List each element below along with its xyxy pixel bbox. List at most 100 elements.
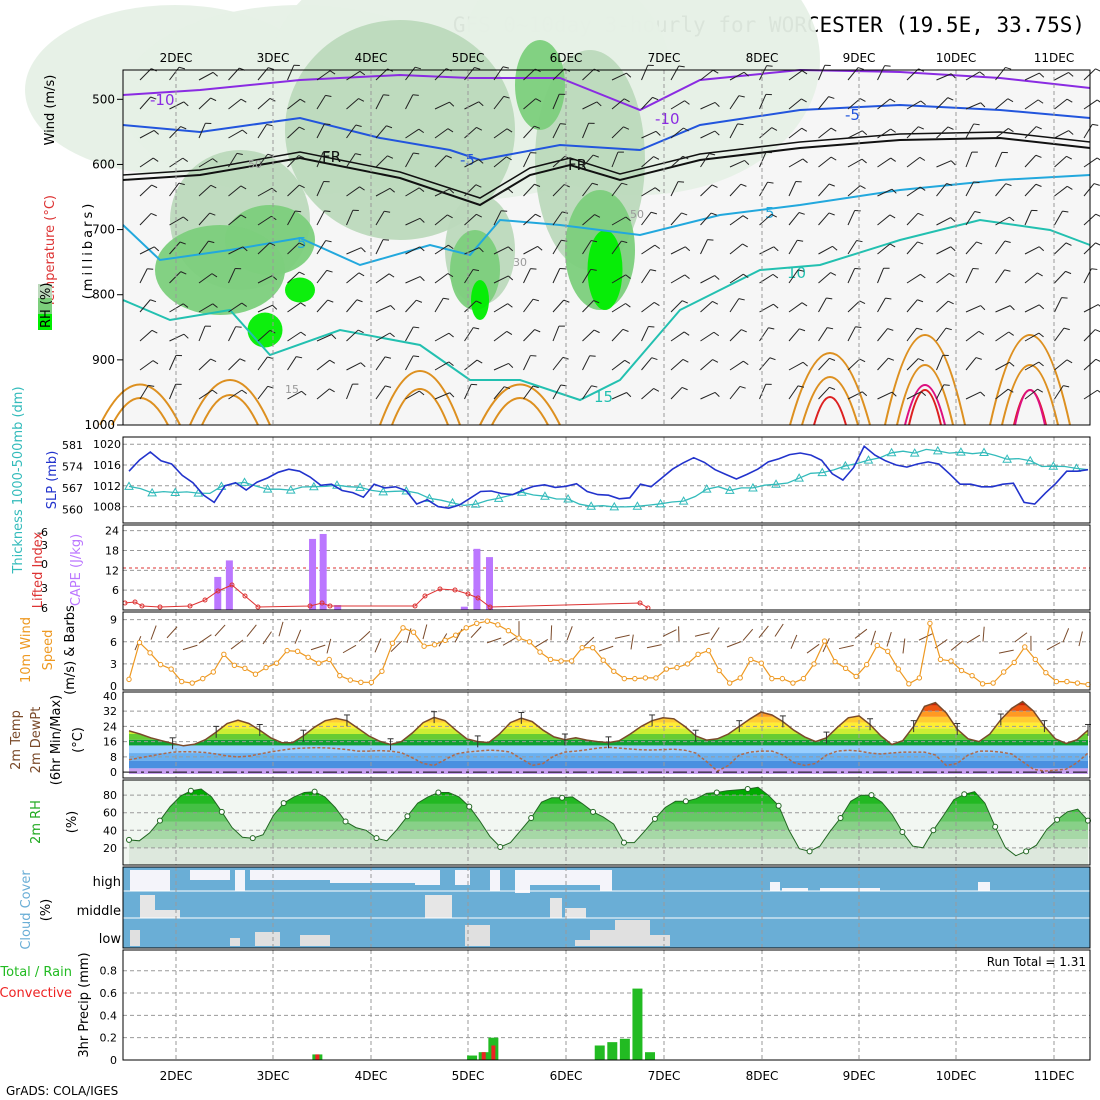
wind-barb-flag — [859, 358, 866, 363]
wind-speed-point — [663, 666, 670, 672]
wind-barb — [847, 326, 856, 342]
surface-wind-barb — [150, 625, 157, 640]
wind-barb-flag — [1093, 183, 1100, 186]
cape-bar-7 — [485, 557, 493, 610]
wind-barb — [995, 361, 1010, 371]
wind-speed-point — [969, 672, 975, 679]
surface-wind-barb — [230, 639, 244, 650]
wind-barb — [552, 123, 561, 139]
wind-barb-flag — [946, 183, 953, 186]
wind-barb — [965, 330, 980, 342]
wind-barb — [611, 392, 627, 400]
rh2m-point — [961, 791, 968, 798]
wind-barb-flag — [385, 385, 392, 388]
temp-ylabel: 2m Temp 2m DewPt (6hr Min/Max) (°C) — [9, 695, 86, 785]
wind-barb-flag — [624, 359, 631, 364]
warm-contour-0-0 — [99, 383, 181, 426]
top-date-label-9: 11DEC — [1034, 51, 1074, 65]
isotherm-3 — [122, 174, 1091, 267]
isotherm-4 — [122, 218, 1091, 402]
wind-speed-point — [231, 662, 238, 669]
wind-barb-flag — [830, 156, 837, 161]
wind-barb — [700, 391, 716, 400]
wind-ylabel-2: Speed — [41, 630, 56, 671]
wind-barb — [906, 358, 919, 371]
rh-band-0 — [129, 847, 1088, 865]
rh2m-point — [280, 800, 287, 807]
cross-ytick-label-5: 1000 — [84, 418, 115, 432]
cape-bar-3 — [319, 533, 327, 610]
wind-barb-flag — [413, 355, 420, 358]
wind-barb — [995, 240, 1006, 255]
thickness-marker — [262, 484, 273, 493]
wind-barb — [906, 299, 918, 313]
wind-barb-flag — [826, 297, 833, 300]
temp-band-7 — [129, 722, 1088, 729]
hot-contour-a — [904, 384, 946, 426]
wind-barb-flag — [949, 272, 955, 277]
wind-barb — [552, 184, 565, 197]
surface-wind-barb — [246, 624, 257, 637]
wind-barb-flag — [592, 154, 599, 158]
surface-wind-barb — [358, 630, 371, 642]
wind-barb — [906, 212, 919, 226]
wind-barb — [759, 327, 769, 342]
li-tick-label-0: -6 — [37, 526, 48, 539]
wind-barb-flag — [740, 183, 747, 187]
wind-barb-flag — [683, 331, 690, 336]
wind-speed-point — [832, 658, 838, 665]
warm-contour-6-1 — [1001, 364, 1059, 426]
wind-speed-point — [600, 657, 606, 663]
wind-speed-point — [400, 625, 406, 631]
temp-ylabel-1: 2m Temp — [9, 710, 24, 770]
wind-barb-flag — [357, 329, 364, 334]
wind-barb — [877, 357, 889, 371]
temp-tick-label-4: 32 — [103, 705, 117, 718]
wind-speed-point — [589, 644, 596, 651]
wind-barb — [375, 332, 391, 342]
rh2m-point — [435, 789, 442, 796]
rh-contour-label-0: 50 — [248, 158, 262, 171]
wind-barb-flag — [501, 210, 508, 212]
wind-barb — [434, 214, 448, 226]
wind-barb-flag — [563, 184, 570, 188]
thickness-marker — [239, 477, 250, 486]
wind-barb — [228, 129, 243, 139]
wind-barb — [818, 245, 833, 255]
li-marker — [412, 603, 418, 609]
cloud-middle-1 — [150, 910, 180, 918]
wind-barb — [316, 210, 325, 226]
wind-speed-point — [684, 661, 691, 667]
wind-barb — [523, 213, 536, 226]
cloud-low-1 — [230, 938, 240, 946]
wind-barb — [434, 332, 450, 342]
wind-barb-flag — [448, 361, 454, 366]
cape-bar-4 — [334, 605, 342, 610]
wind-barb — [936, 183, 947, 197]
wind-barb-flag — [507, 246, 514, 252]
surface-wind-barb — [342, 644, 357, 654]
wind-barb — [788, 181, 797, 197]
wind-barb-flag — [1037, 99, 1044, 104]
wind-barb-flag — [714, 392, 720, 397]
wind-barb — [611, 98, 625, 110]
temp-band-3 — [129, 745, 1088, 754]
wind-barb-flag — [830, 127, 837, 132]
wind-barb — [729, 329, 742, 342]
wind-barb-flag — [212, 303, 218, 308]
hot-contour-b — [1014, 389, 1046, 426]
wind-barb — [169, 182, 180, 197]
surface-wind-barb — [374, 638, 382, 653]
wind-barb — [936, 300, 949, 313]
wind-barb-flag — [682, 300, 688, 304]
rh2m-point — [682, 798, 689, 805]
wind-barb — [375, 155, 388, 168]
wind-speed-point — [758, 660, 765, 666]
wind-barb-flag — [212, 389, 218, 395]
surface-wind-barb — [310, 644, 326, 651]
wind-barb-flag — [1009, 361, 1015, 367]
wind-barb-flag — [1094, 329, 1100, 333]
wind-barb-flag — [562, 211, 569, 214]
wind-barb — [700, 212, 712, 226]
wind-barb — [139, 268, 148, 284]
